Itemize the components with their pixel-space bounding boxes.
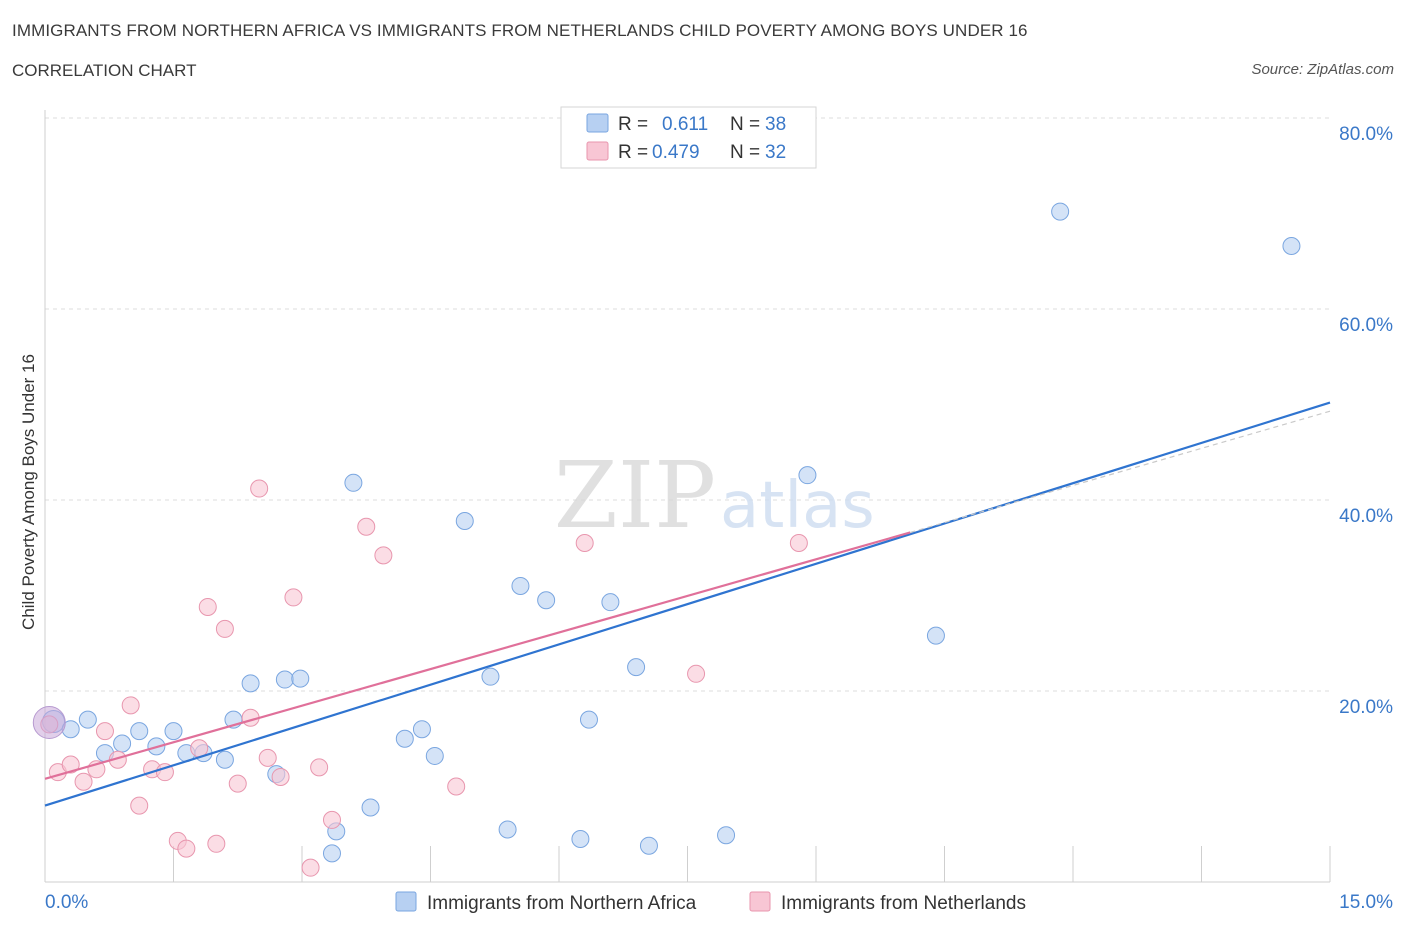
point-netherlands (447, 777, 466, 796)
legend-n-value: 32 (765, 142, 786, 163)
point-northern-africa (1051, 202, 1070, 221)
x-tick-label: 0.0% (45, 892, 88, 913)
trend-line-netherlands (44, 531, 911, 780)
legend-r-value: 0.611 (662, 114, 708, 135)
point-northern-africa (481, 667, 500, 686)
point-northern-africa (571, 830, 590, 849)
point-northern-africa (1282, 236, 1301, 255)
legend-r-label: R = (618, 114, 648, 135)
point-northern-africa (455, 512, 474, 531)
point-northern-africa (498, 820, 517, 839)
x-tick-label: 15.0% (1339, 892, 1393, 913)
legend-bottom-label: Immigrants from Netherlands (781, 893, 1026, 914)
point-netherlands (207, 834, 226, 853)
legend-r-value: 0.479 (652, 142, 700, 163)
legend-bottom: Immigrants from Northern Africa Immigran… (395, 891, 1026, 914)
point-netherlands (258, 748, 277, 767)
legend-n-label: N = (730, 114, 760, 135)
point-netherlands (687, 664, 706, 683)
point-netherlands (121, 696, 140, 715)
legend-r-label: R = (618, 142, 648, 163)
point-northern-africa (627, 658, 646, 677)
legend-bottom-swatch-blue (395, 891, 417, 912)
point-northern-africa (215, 750, 234, 769)
point-netherlands (95, 722, 114, 741)
trend-line-netherlands-extension (910, 410, 1331, 534)
point-northern-africa (164, 722, 183, 741)
source-label: Source: ZipAtlas.com (1251, 61, 1394, 78)
point-netherlands (271, 767, 290, 786)
point-netherlands (322, 810, 341, 829)
y-tick-labels: 20.0% 40.0% 60.0% 80.0% (1339, 124, 1393, 718)
point-netherlands (74, 772, 93, 791)
point-northern-africa (537, 591, 556, 610)
point-northern-africa (78, 710, 97, 729)
point-netherlands (789, 533, 808, 552)
point-northern-africa (275, 670, 294, 689)
point-northern-africa (241, 674, 260, 693)
watermark: ZIP atlas (554, 442, 875, 549)
watermark-zip: ZIP (554, 442, 716, 549)
point-netherlands (228, 774, 247, 793)
point-northern-africa (717, 826, 736, 845)
legend-n-label: N = (730, 142, 760, 163)
legend-top: R = 0.611 N = 38 R = 0.479 N = 32 (560, 106, 817, 169)
point-netherlands (284, 588, 303, 607)
x-tick-labels: 0.0% 15.0% (45, 892, 1393, 913)
point-northern-africa (412, 720, 431, 739)
point-netherlands (357, 517, 376, 536)
point-northern-africa (639, 836, 658, 855)
point-northern-africa (425, 746, 444, 765)
point-netherlands (198, 597, 217, 616)
point-cluster (32, 706, 66, 740)
legend-swatch-pink (586, 141, 609, 161)
point-northern-africa (601, 593, 620, 612)
point-netherlands (130, 796, 149, 815)
point-northern-africa (113, 734, 132, 753)
point-northern-africa (361, 798, 380, 817)
point-northern-africa (926, 626, 945, 645)
point-northern-africa (511, 576, 530, 595)
data-points (32, 202, 1301, 877)
legend-bottom-label: Immigrants from Northern Africa (427, 893, 697, 914)
point-netherlands (310, 758, 329, 777)
point-northern-africa (395, 729, 414, 748)
point-netherlands (61, 755, 80, 774)
legend-n-value: 38 (765, 114, 786, 135)
watermark-atlas: atlas (720, 469, 875, 543)
point-netherlands (215, 619, 234, 638)
y-tick-label: 40.0% (1339, 506, 1393, 527)
trend-lines (44, 401, 1331, 807)
trend-line-northern-africa (44, 401, 1331, 807)
point-northern-africa (291, 669, 310, 688)
point-netherlands (177, 839, 196, 858)
chart-subtitle: CORRELATION CHART (12, 61, 197, 80)
y-tick-label: 20.0% (1339, 697, 1393, 718)
axes (44, 110, 1331, 883)
point-netherlands (155, 763, 174, 782)
legend-bottom-swatch-pink (749, 891, 771, 912)
point-netherlands (575, 533, 594, 552)
point-netherlands (374, 546, 393, 565)
point-northern-africa (579, 710, 598, 729)
legend-swatch-blue (586, 113, 609, 133)
y-tick-label: 80.0% (1339, 124, 1393, 145)
y-axis-label: Child Poverty Among Boys Under 16 (19, 354, 38, 630)
chart-title: IMMIGRANTS FROM NORTHERN AFRICA VS IMMIG… (12, 21, 1028, 40)
point-netherlands (250, 479, 269, 498)
point-northern-africa (344, 473, 363, 492)
point-netherlands (301, 858, 320, 877)
point-northern-africa (130, 722, 149, 741)
point-northern-africa (798, 466, 817, 485)
point-northern-africa (322, 844, 341, 863)
y-tick-label: 60.0% (1339, 315, 1393, 336)
